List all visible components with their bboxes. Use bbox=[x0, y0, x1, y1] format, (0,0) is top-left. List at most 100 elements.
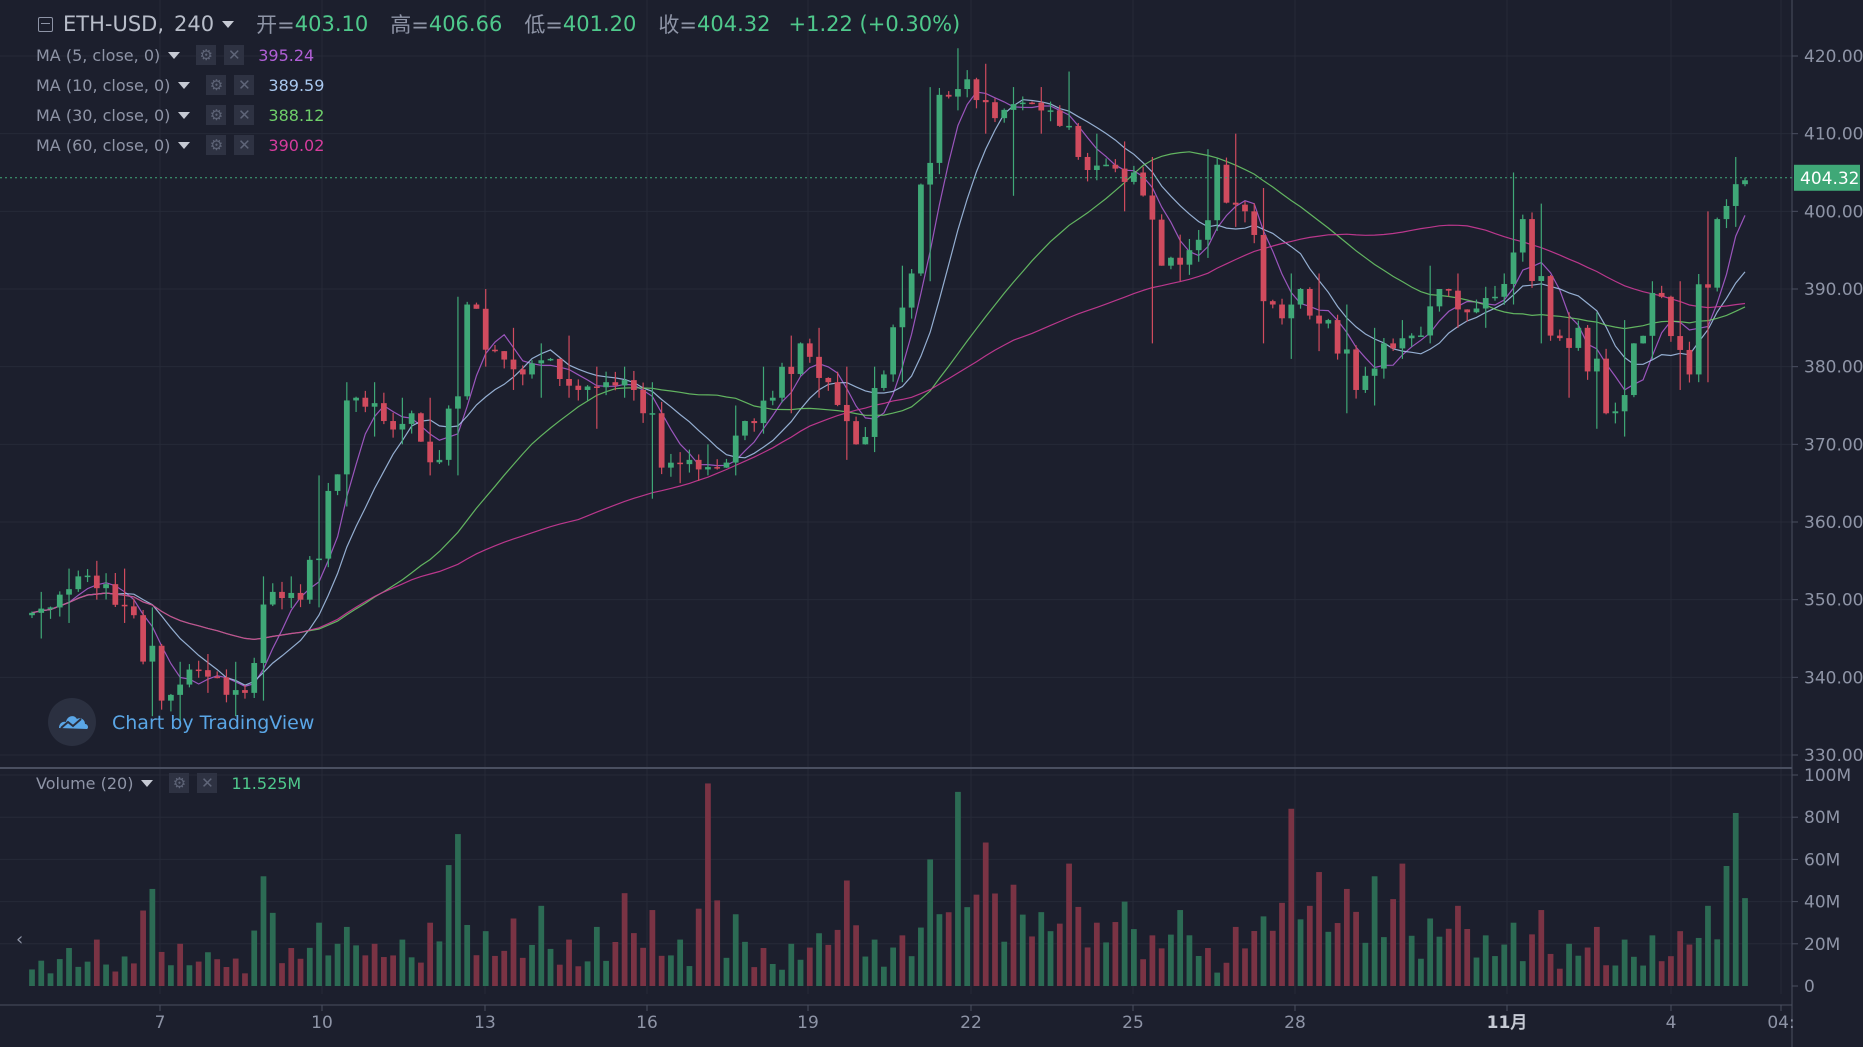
close-icon[interactable]: ✕ bbox=[234, 135, 255, 155]
watermark-text[interactable]: Chart by TradingView bbox=[112, 712, 315, 734]
indicator-ma10[interactable]: MA (10, close, 0) ⚙ ✕ 389.59 bbox=[36, 74, 324, 96]
candle-body bbox=[223, 677, 230, 695]
volume-bar bbox=[325, 955, 332, 986]
high-label: 高= bbox=[390, 13, 429, 37]
gear-icon[interactable]: ⚙ bbox=[206, 75, 227, 95]
candle-body bbox=[825, 377, 832, 383]
volume-bar bbox=[510, 918, 517, 986]
candle-body bbox=[1492, 296, 1498, 299]
volume-bar bbox=[1427, 918, 1434, 986]
volume-bar bbox=[825, 944, 832, 986]
indicator-ma30[interactable]: MA (30, close, 0) ⚙ ✕ 388.12 bbox=[36, 104, 324, 126]
volume-bar bbox=[1260, 916, 1267, 986]
candle-body bbox=[408, 413, 415, 424]
volume-bar bbox=[686, 966, 693, 986]
volume-bar bbox=[1631, 956, 1637, 986]
ma-line-10 bbox=[31, 99, 1746, 686]
open-label: 开= bbox=[256, 13, 295, 37]
symbol-header[interactable]: ETH-USD , 240 开= 403.10 高= 406.66 低= 401.20… bbox=[38, 10, 960, 38]
chevron-down-icon[interactable] bbox=[141, 779, 154, 787]
gear-icon[interactable]: ⚙ bbox=[206, 105, 227, 125]
candle-body bbox=[186, 669, 193, 685]
candle-body bbox=[1519, 219, 1526, 253]
volume-bars bbox=[29, 783, 1748, 986]
chevron-down-icon[interactable] bbox=[168, 51, 181, 59]
close-icon[interactable]: ✕ bbox=[224, 45, 245, 65]
volume-bar bbox=[1473, 957, 1480, 986]
candle-body bbox=[1649, 292, 1656, 336]
candle-body bbox=[1084, 156, 1091, 171]
candle-body bbox=[1186, 250, 1193, 265]
price-axis-label: 380.00 bbox=[1804, 358, 1863, 378]
indicator-name[interactable]: MA (60, close, 0) bbox=[36, 135, 171, 155]
candle-body bbox=[1427, 306, 1434, 336]
candle-body bbox=[103, 584, 109, 589]
candle-body bbox=[1742, 180, 1748, 185]
volume-bar bbox=[47, 973, 54, 986]
candle-body bbox=[1334, 320, 1341, 354]
indicator-name[interactable]: MA (10, close, 0) bbox=[36, 75, 171, 95]
volume-bar bbox=[853, 925, 859, 986]
candle-body bbox=[121, 604, 128, 607]
volume-bar bbox=[1066, 863, 1072, 986]
close-icon[interactable]: ✕ bbox=[234, 75, 255, 95]
volume-bar bbox=[1519, 961, 1526, 986]
candle-body bbox=[1093, 165, 1100, 171]
volume-bar bbox=[538, 905, 545, 986]
chevron-left-icon[interactable]: ‹ bbox=[16, 929, 23, 950]
close-icon[interactable]: ✕ bbox=[234, 105, 255, 125]
candle-body bbox=[862, 436, 869, 445]
volume-bar bbox=[529, 944, 535, 986]
volume-bar bbox=[195, 961, 202, 986]
gear-icon[interactable]: ⚙ bbox=[196, 45, 217, 65]
tradingview-cloud-icon[interactable] bbox=[48, 698, 96, 746]
volume-bar bbox=[232, 958, 239, 986]
open-value: 403.10 bbox=[294, 12, 369, 36]
candle-body bbox=[38, 608, 45, 613]
indicator-name[interactable]: MA (5, close, 0) bbox=[36, 45, 161, 65]
candle-body bbox=[75, 576, 82, 590]
volume-bar bbox=[1649, 935, 1656, 986]
indicator-volume[interactable]: Volume (20) ⚙ ✕ 11.525M bbox=[36, 772, 301, 794]
candle-body bbox=[1131, 172, 1137, 182]
indicator-value: 11.525M bbox=[231, 773, 302, 793]
indicator-name[interactable]: Volume (20) bbox=[36, 773, 134, 793]
close-icon[interactable]: ✕ bbox=[197, 773, 218, 793]
candle-body bbox=[797, 343, 804, 374]
candle-body bbox=[1177, 257, 1184, 265]
gear-icon[interactable]: ⚙ bbox=[206, 135, 227, 155]
volume-bar bbox=[177, 943, 184, 986]
volume-bar bbox=[677, 939, 684, 986]
volume-bar bbox=[742, 941, 748, 986]
volume-bar bbox=[1732, 812, 1739, 986]
candle-body bbox=[732, 435, 739, 463]
interval-value[interactable]: 240 bbox=[174, 12, 215, 36]
indicator-ma60[interactable]: MA (60, close, 0) ⚙ ✕ 390.02 bbox=[36, 134, 324, 156]
collapse-icon[interactable] bbox=[38, 16, 53, 32]
volume-bar bbox=[1251, 931, 1258, 986]
chevron-down-icon[interactable] bbox=[178, 141, 191, 149]
indicator-ma5[interactable]: MA (5, close, 0) ⚙ ✕ 395.24 bbox=[36, 44, 314, 66]
candle-body bbox=[630, 380, 637, 390]
candle-body bbox=[1205, 220, 1211, 240]
symbol-name[interactable]: ETH-USD bbox=[63, 12, 158, 36]
chevron-down-icon[interactable] bbox=[178, 111, 191, 119]
volume-bar bbox=[1695, 937, 1702, 986]
volume-bar bbox=[390, 955, 396, 986]
gear-icon[interactable]: ⚙ bbox=[169, 773, 190, 793]
volume-bar bbox=[269, 912, 276, 986]
indicator-value: 389.59 bbox=[268, 75, 325, 95]
volume-bar bbox=[343, 926, 350, 986]
candle-body bbox=[66, 589, 72, 595]
chevron-down-icon[interactable] bbox=[178, 81, 191, 89]
volume-bar bbox=[1103, 942, 1109, 986]
volume-axis-label: 80M bbox=[1804, 808, 1840, 828]
volume-bar bbox=[1445, 928, 1452, 986]
candle-body bbox=[1288, 304, 1295, 319]
volume-bar bbox=[1306, 905, 1313, 986]
volume-bar bbox=[288, 948, 295, 986]
chevron-down-icon[interactable] bbox=[222, 20, 235, 28]
price-axis-label: 420.00 bbox=[1804, 47, 1863, 67]
indicator-name[interactable]: MA (30, close, 0) bbox=[36, 105, 171, 125]
